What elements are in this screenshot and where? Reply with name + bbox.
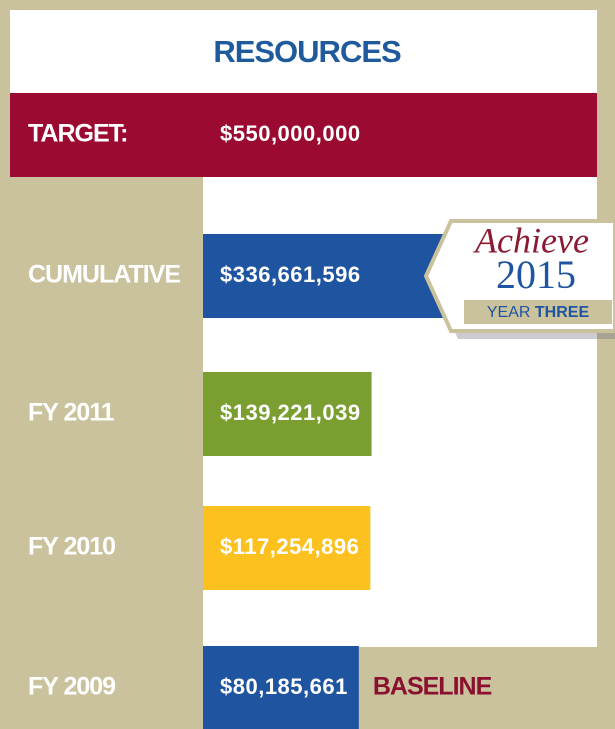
- bar: [203, 506, 371, 590]
- value-label: $336,661,596: [220, 262, 361, 287]
- bar-row: CUMULATIVE $336,661,596: [28, 234, 445, 318]
- bar: [203, 646, 359, 729]
- row-band: [10, 93, 203, 177]
- badge-box: [464, 300, 612, 324]
- category-label: FY 2009: [28, 673, 115, 701]
- bar: [203, 93, 597, 177]
- value-label: $80,185,661: [220, 674, 348, 699]
- bar-row: TARGET: $550,000,000: [10, 93, 597, 177]
- annotation: BASELINE: [373, 673, 492, 701]
- header: [10, 10, 597, 93]
- badge-line-year: YEAR: [487, 304, 531, 321]
- badge-line-three: THREE: [535, 304, 590, 321]
- category-label: TARGET:: [28, 120, 127, 148]
- bar-row: FY 2009 $80,185,661: [28, 646, 359, 729]
- value-label: $117,254,896: [220, 534, 359, 559]
- bar: [203, 234, 445, 318]
- chart-title: RESOURCES: [213, 34, 401, 69]
- badge-script: Achieve: [473, 220, 589, 260]
- category-label: FY 2010: [28, 533, 115, 561]
- category-label: FY 2011: [28, 399, 115, 427]
- badge-year: 2015: [496, 252, 576, 297]
- bar: [203, 372, 372, 456]
- value-label: $550,000,000: [220, 121, 361, 146]
- bar-row: FY 2010 $117,254,896: [28, 506, 371, 590]
- category-label: CUMULATIVE: [28, 261, 180, 289]
- value-label: $139,221,039: [220, 400, 361, 425]
- badge-line: YEAR THREE: [487, 304, 590, 321]
- bar-row: FY 2011 $139,221,039: [28, 372, 372, 456]
